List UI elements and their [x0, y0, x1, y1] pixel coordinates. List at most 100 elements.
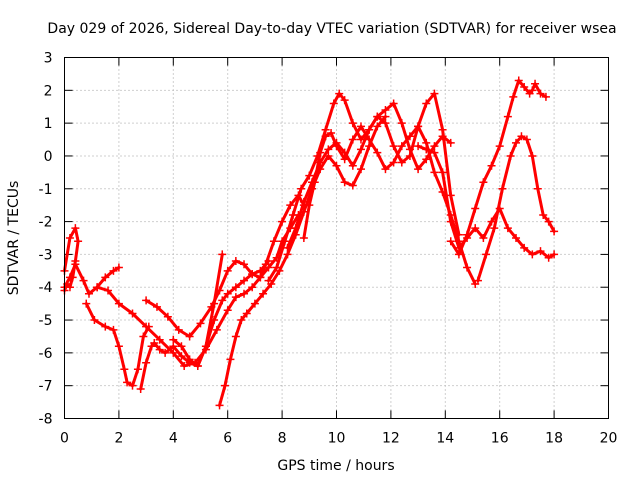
data-point — [389, 142, 398, 151]
data-point — [348, 181, 357, 190]
data-point — [531, 79, 540, 88]
data-point — [414, 142, 423, 151]
data-point — [101, 273, 110, 282]
data-point — [332, 161, 341, 170]
data-point — [79, 276, 88, 285]
x-tick-label: 12 — [382, 431, 400, 447]
data-point — [517, 132, 526, 141]
data-point — [223, 266, 232, 275]
series-track-2 — [60, 224, 83, 295]
series-track-1 — [60, 260, 123, 298]
data-point — [454, 250, 463, 259]
series-line — [171, 252, 224, 368]
data-point — [520, 83, 529, 92]
data-point — [280, 237, 289, 246]
data-point — [487, 161, 496, 170]
data-point — [446, 191, 455, 200]
data-point — [65, 234, 74, 242]
data-point — [471, 224, 480, 233]
data-point — [405, 151, 414, 160]
data-point — [373, 122, 382, 131]
data-point — [177, 342, 186, 351]
data-point — [381, 119, 390, 128]
data-point — [288, 211, 297, 220]
y-tick-label: 0 — [44, 149, 53, 165]
data-point — [231, 332, 240, 341]
data-point — [240, 276, 249, 285]
x-tick-label: 6 — [223, 431, 232, 447]
data-point — [356, 145, 365, 154]
y-tick-label: -5 — [39, 313, 53, 329]
data-point — [177, 352, 186, 361]
data-point — [430, 148, 439, 157]
grid-layer — [64, 57, 609, 419]
data-point — [550, 227, 559, 236]
series-line — [139, 259, 270, 391]
data-point — [90, 316, 99, 325]
data-point — [210, 299, 219, 308]
data-point — [93, 283, 102, 292]
y-tick-label: 1 — [44, 116, 53, 132]
data-point — [142, 296, 151, 305]
data-point — [161, 348, 170, 357]
data-point — [82, 299, 91, 308]
data-point — [550, 250, 559, 259]
data-point — [155, 335, 164, 344]
data-point — [218, 296, 227, 305]
data-point — [155, 345, 164, 354]
data-point — [327, 128, 336, 137]
data-point — [310, 178, 319, 187]
data-point — [503, 224, 512, 233]
data-point — [193, 361, 202, 370]
data-point — [541, 92, 550, 101]
data-point — [438, 125, 447, 134]
y-tick-label: -2 — [39, 215, 53, 231]
data-point — [272, 263, 281, 272]
data-point — [150, 339, 159, 348]
data-point — [414, 122, 423, 131]
data-point — [520, 243, 529, 252]
data-point — [536, 89, 545, 98]
data-point — [231, 293, 240, 302]
data-point — [250, 299, 259, 308]
series-line — [95, 213, 300, 368]
data-point — [218, 250, 227, 259]
data-point — [528, 151, 537, 160]
data-point — [212, 325, 221, 334]
data-point — [503, 112, 512, 121]
data-point — [373, 148, 382, 157]
data-point — [128, 309, 137, 318]
series-line — [267, 92, 453, 283]
data-point — [201, 342, 210, 351]
y-axis-label: SDTVAR / TECUs — [6, 181, 22, 296]
series-track-9 — [264, 89, 455, 285]
data-point — [269, 237, 278, 246]
data-point — [291, 224, 300, 233]
y-tick-label: -1 — [39, 182, 53, 198]
y-tick-label: -3 — [39, 247, 53, 263]
x-tick-label: 0 — [60, 431, 69, 447]
data-point — [174, 325, 183, 334]
data-point — [471, 204, 480, 213]
data-point — [114, 263, 123, 272]
data-point — [373, 112, 382, 121]
data-point — [335, 89, 344, 98]
data-point — [248, 270, 257, 279]
data-point — [237, 316, 246, 325]
data-point — [509, 92, 518, 101]
data-point — [430, 89, 439, 98]
data-point — [240, 289, 249, 298]
data-point — [512, 234, 521, 242]
series-line — [449, 79, 548, 256]
data-point — [240, 260, 249, 269]
data-point — [446, 217, 455, 226]
y-tick-label: -7 — [39, 379, 53, 395]
data-point — [495, 142, 504, 151]
data-point — [123, 378, 132, 387]
data-point — [332, 142, 341, 151]
data-point — [381, 165, 390, 174]
data-point — [259, 289, 268, 298]
data-point — [498, 184, 507, 193]
data-point — [329, 99, 338, 108]
data-point — [514, 76, 523, 85]
